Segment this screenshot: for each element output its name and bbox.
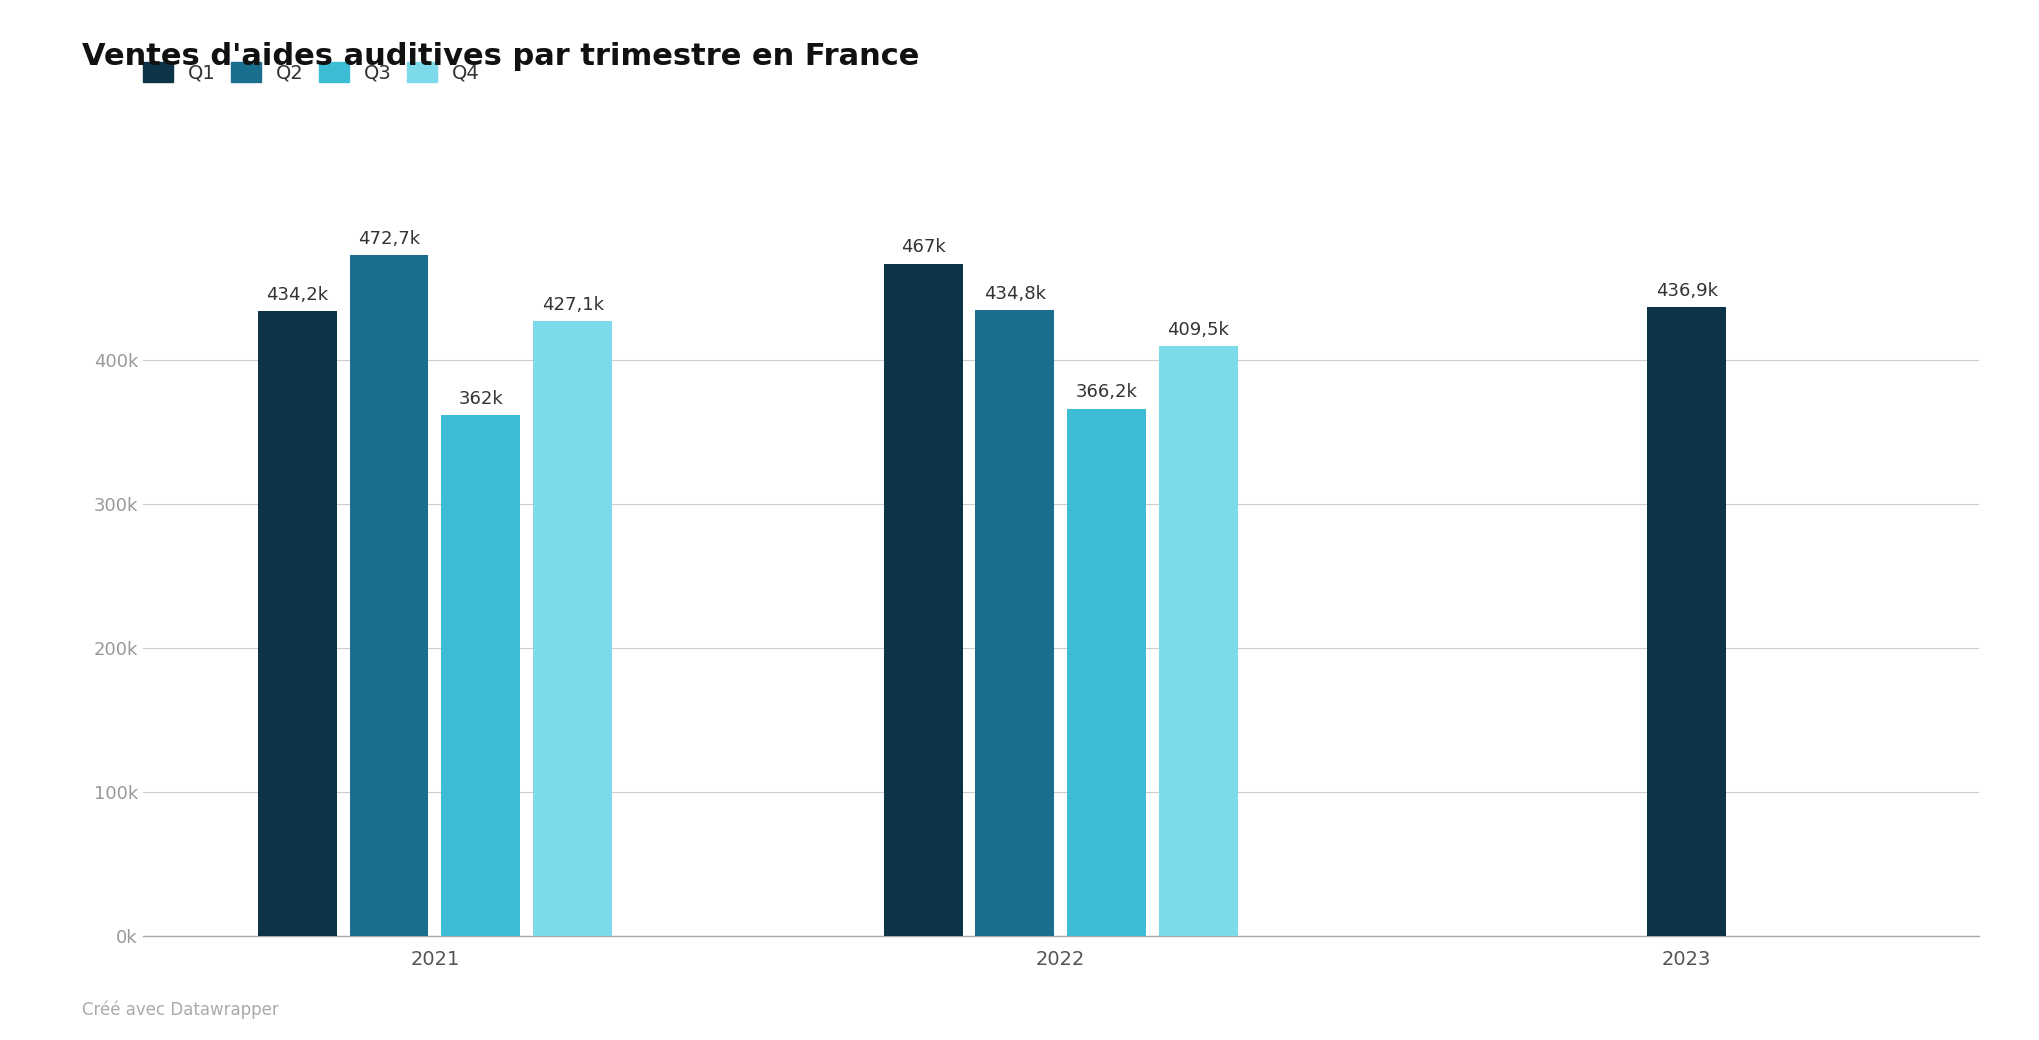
Bar [883, 263, 962, 936]
Text: 427,1k: 427,1k [540, 295, 604, 314]
Text: 366,2k: 366,2k [1075, 384, 1138, 401]
Text: Ventes d'aides auditives par trimestre en France: Ventes d'aides auditives par trimestre e… [82, 42, 918, 71]
Bar [257, 311, 336, 936]
Text: 434,2k: 434,2k [265, 286, 328, 304]
Bar [349, 255, 428, 936]
Bar [1066, 409, 1146, 936]
Text: 467k: 467k [901, 238, 944, 256]
Legend: Q1, Q2, Q3, Q4: Q1, Q2, Q3, Q4 [143, 62, 479, 82]
Text: 472,7k: 472,7k [357, 230, 420, 249]
Text: 434,8k: 434,8k [983, 285, 1046, 303]
Text: 409,5k: 409,5k [1166, 321, 1230, 339]
Bar [975, 310, 1054, 936]
Text: 436,9k: 436,9k [1656, 282, 1717, 300]
Text: 362k: 362k [459, 390, 504, 408]
Bar [1645, 307, 1725, 936]
Bar [1158, 346, 1238, 936]
Bar [440, 415, 520, 936]
Text: Créé avec Datawrapper: Créé avec Datawrapper [82, 1000, 277, 1019]
Bar [532, 321, 612, 936]
